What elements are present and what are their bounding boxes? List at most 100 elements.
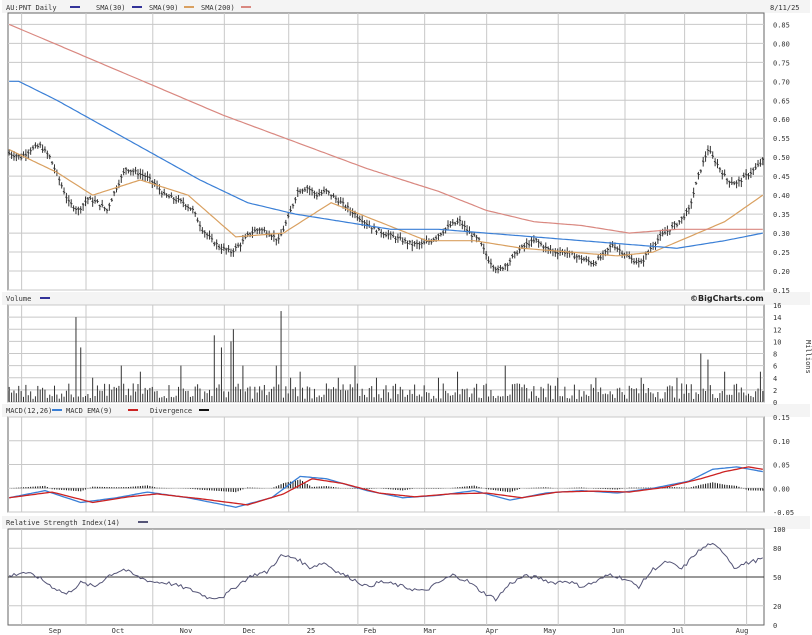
price-bar bbox=[391, 231, 395, 238]
price-bar bbox=[351, 208, 354, 218]
volume-tick-label: 6 bbox=[773, 363, 777, 371]
price-bar bbox=[451, 219, 454, 226]
price-bar bbox=[675, 222, 679, 228]
price-bar bbox=[358, 215, 361, 223]
price-bar bbox=[341, 197, 345, 209]
price-bar bbox=[315, 191, 319, 200]
price-bar bbox=[229, 248, 233, 257]
price-bar bbox=[620, 250, 624, 258]
price-bar bbox=[616, 246, 619, 252]
price-bar bbox=[15, 153, 18, 162]
price-bar bbox=[670, 221, 674, 229]
price-bar bbox=[673, 221, 676, 230]
price-bar bbox=[177, 195, 180, 203]
price-bar bbox=[630, 253, 633, 264]
price-bar bbox=[749, 167, 753, 179]
price-bar bbox=[484, 251, 488, 260]
macd-tick-label: 0.10 bbox=[773, 438, 790, 446]
price-bar bbox=[48, 154, 51, 160]
price-bar bbox=[101, 199, 104, 208]
price-bar bbox=[329, 194, 333, 200]
price-bar bbox=[17, 153, 20, 160]
price-bar bbox=[592, 260, 595, 267]
x-tick-label: 25 bbox=[307, 627, 315, 635]
price-bar bbox=[535, 238, 538, 243]
price-bar bbox=[301, 188, 304, 194]
price-bar bbox=[115, 185, 118, 193]
price-bar bbox=[124, 167, 128, 175]
price-bar bbox=[253, 226, 257, 233]
x-tick-label: Jun bbox=[612, 627, 625, 635]
price-bar bbox=[368, 220, 371, 228]
macd-tick-label: 0.05 bbox=[773, 462, 790, 470]
price-bar bbox=[530, 236, 533, 247]
price-bar bbox=[713, 158, 717, 167]
indicator-lines bbox=[8, 23, 764, 602]
price-bar bbox=[692, 187, 695, 198]
price-bar bbox=[608, 241, 612, 253]
price-bar bbox=[34, 142, 37, 149]
price-bar bbox=[339, 196, 342, 204]
sma200-line bbox=[8, 23, 763, 234]
price-bar bbox=[711, 151, 714, 159]
price-bar bbox=[730, 177, 734, 186]
price-bar bbox=[735, 180, 738, 189]
price-bar bbox=[752, 167, 755, 176]
price-bar bbox=[65, 192, 68, 204]
price-bar bbox=[134, 166, 137, 175]
price-bar bbox=[737, 176, 741, 187]
price-bar bbox=[425, 235, 428, 244]
divergence-bars bbox=[11, 479, 764, 493]
price-bar bbox=[191, 205, 195, 214]
rsi-tick-label: 20 bbox=[773, 603, 781, 611]
macd-ema-line bbox=[9, 466, 763, 506]
price-bar bbox=[380, 229, 383, 238]
x-tick-label: Mar bbox=[424, 627, 437, 635]
price-bar bbox=[344, 204, 347, 211]
price-bar bbox=[589, 260, 593, 267]
panel-header-band bbox=[2, 0, 810, 13]
price-bar bbox=[587, 256, 590, 266]
price-bar bbox=[67, 195, 71, 207]
price-bar bbox=[496, 265, 500, 274]
price-bar bbox=[489, 258, 493, 269]
price-bar bbox=[527, 240, 531, 248]
price-bar bbox=[597, 254, 600, 261]
rsi-tick-label: 100 bbox=[773, 526, 786, 534]
price-bar bbox=[232, 248, 235, 257]
price-bar bbox=[377, 227, 381, 231]
price-bar bbox=[31, 145, 35, 151]
price-tick-label: 0.60 bbox=[773, 116, 790, 124]
price-bar bbox=[437, 233, 440, 241]
price-bar bbox=[287, 211, 290, 219]
price-tick-label: 0.70 bbox=[773, 78, 790, 86]
volume-tick-label: 8 bbox=[773, 351, 777, 359]
price-bar bbox=[167, 193, 171, 199]
price-bar bbox=[205, 232, 209, 240]
price-bar bbox=[742, 172, 745, 178]
price-bar bbox=[501, 266, 505, 271]
price-bar bbox=[654, 241, 657, 250]
price-bar bbox=[690, 198, 693, 209]
price-bar bbox=[60, 182, 63, 189]
price-bar bbox=[41, 144, 44, 153]
y-axis-ticks: 0.85 0.80 0.75 0.70 0.65 0.60 0.55 0.50 0.45 0.40… bbox=[773, 21, 794, 630]
price-bar bbox=[72, 205, 75, 212]
price-tick-label: 0.35 bbox=[773, 211, 790, 219]
price-bar bbox=[582, 256, 586, 262]
sma90-line bbox=[9, 80, 763, 249]
price-bar bbox=[384, 231, 388, 238]
price-bar bbox=[709, 145, 712, 154]
price-bar bbox=[213, 241, 216, 247]
price-bar bbox=[38, 141, 42, 148]
price-bar bbox=[682, 213, 686, 221]
price-bar bbox=[411, 239, 414, 252]
price-bar bbox=[606, 247, 609, 256]
price-bar bbox=[499, 265, 502, 271]
x-tick-label: Oct bbox=[112, 627, 125, 635]
price-bar bbox=[556, 248, 559, 260]
price-bar bbox=[706, 145, 710, 156]
price-bar bbox=[58, 176, 61, 186]
price-tick-label: 0.65 bbox=[773, 97, 790, 105]
